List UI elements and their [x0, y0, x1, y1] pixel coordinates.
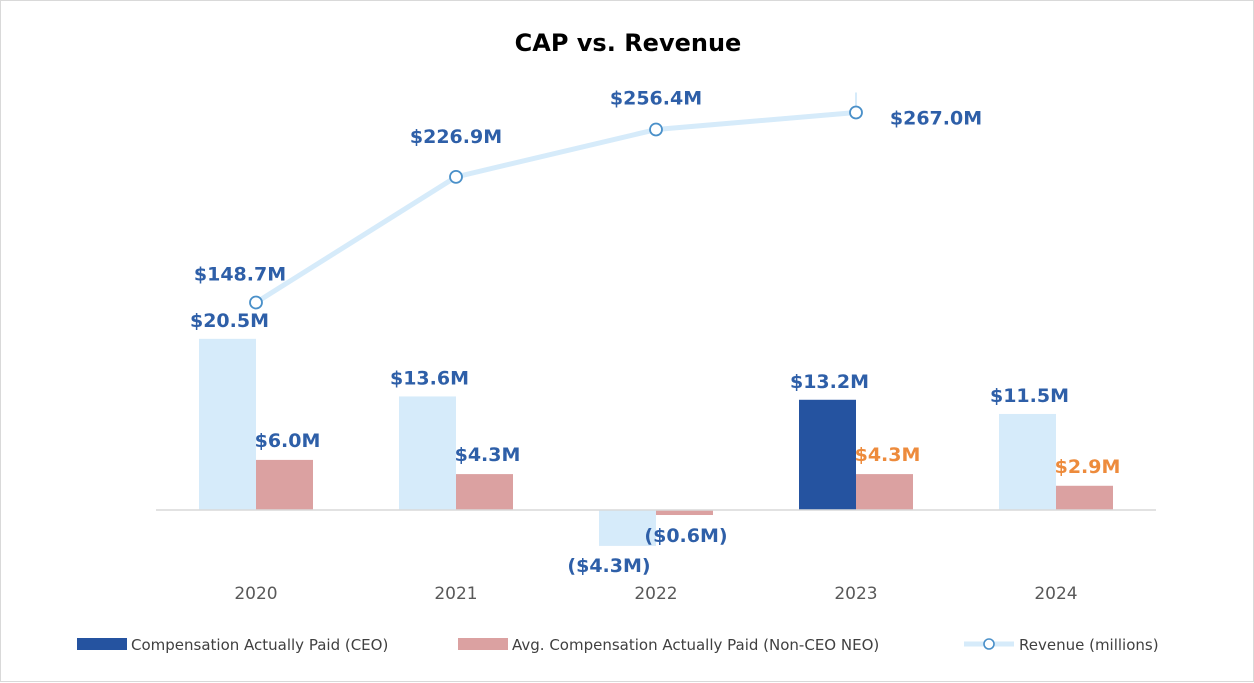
data-labels-layer: $20.5M $6.0M $13.6M $4.3M ($4.3M) ($0.6M) $13.… [190, 88, 1120, 577]
revenue-point [649, 122, 663, 137]
revenue-data-label: $148.7M [194, 264, 286, 286]
x-tick-label: 2020 [234, 584, 277, 604]
neo-cap-bar [256, 459, 313, 510]
revenue-data-label: $256.4M [610, 88, 702, 110]
revenue-line [253, 110, 859, 305]
bars-layer [199, 338, 1113, 546]
neo-cap-bar [456, 474, 513, 510]
ceo-cap-data-label: $13.2M [790, 371, 869, 393]
revenue-point [249, 295, 263, 310]
chart-title: CAP vs. Revenue [515, 29, 742, 57]
legend: Compensation Actually Paid (CEO) Avg. Com… [77, 636, 1159, 654]
ceo-cap-bar [999, 413, 1056, 510]
ceo-cap-data-label: $13.6M [390, 367, 469, 389]
legend-swatch-neo [458, 638, 508, 650]
neo-cap-data-label: $4.3M [455, 444, 521, 466]
neo-cap-bar [1056, 485, 1113, 510]
legend-swatch-revenue-marker [983, 638, 995, 650]
x-tick-label: 2024 [1034, 584, 1077, 604]
ceo-cap-bar [399, 396, 456, 510]
revenue-point [449, 170, 463, 184]
ceo-cap-bar [599, 510, 656, 546]
axis-layer: 2020 2021 2022 2023 2024 [156, 509, 1156, 604]
legend-label-ceo: Compensation Actually Paid (CEO) [131, 636, 388, 654]
revenue-point [849, 105, 863, 120]
revenue-line-layer [249, 92, 863, 310]
revenue-data-label: $226.9M [410, 126, 502, 148]
legend-swatch-ceo [77, 638, 127, 650]
neo-cap-data-label: $2.9M [1055, 456, 1121, 478]
x-tick-label: 2022 [634, 584, 677, 604]
ceo-cap-data-label: $11.5M [990, 385, 1069, 407]
legend-label-revenue: Revenue (millions) [1019, 636, 1159, 654]
ceo-cap-data-label: $20.5M [190, 310, 269, 332]
neo-cap-bar [856, 474, 913, 510]
neo-cap-data-label: $6.0M [255, 430, 321, 452]
neo-cap-bar [656, 510, 713, 516]
ceo-cap-bar [799, 399, 856, 510]
ceo-cap-data-label: ($4.3M) [567, 555, 650, 577]
ceo-cap-bar [199, 338, 256, 510]
revenue-data-label: $267.0M [890, 108, 982, 130]
x-tick-label: 2021 [434, 584, 477, 604]
legend-label-neo: Avg. Compensation Actually Paid (Non-CEO… [512, 636, 879, 654]
neo-cap-data-label: ($0.6M) [644, 525, 727, 547]
neo-cap-data-label: $4.3M [855, 444, 921, 466]
x-tick-label: 2023 [834, 584, 877, 604]
